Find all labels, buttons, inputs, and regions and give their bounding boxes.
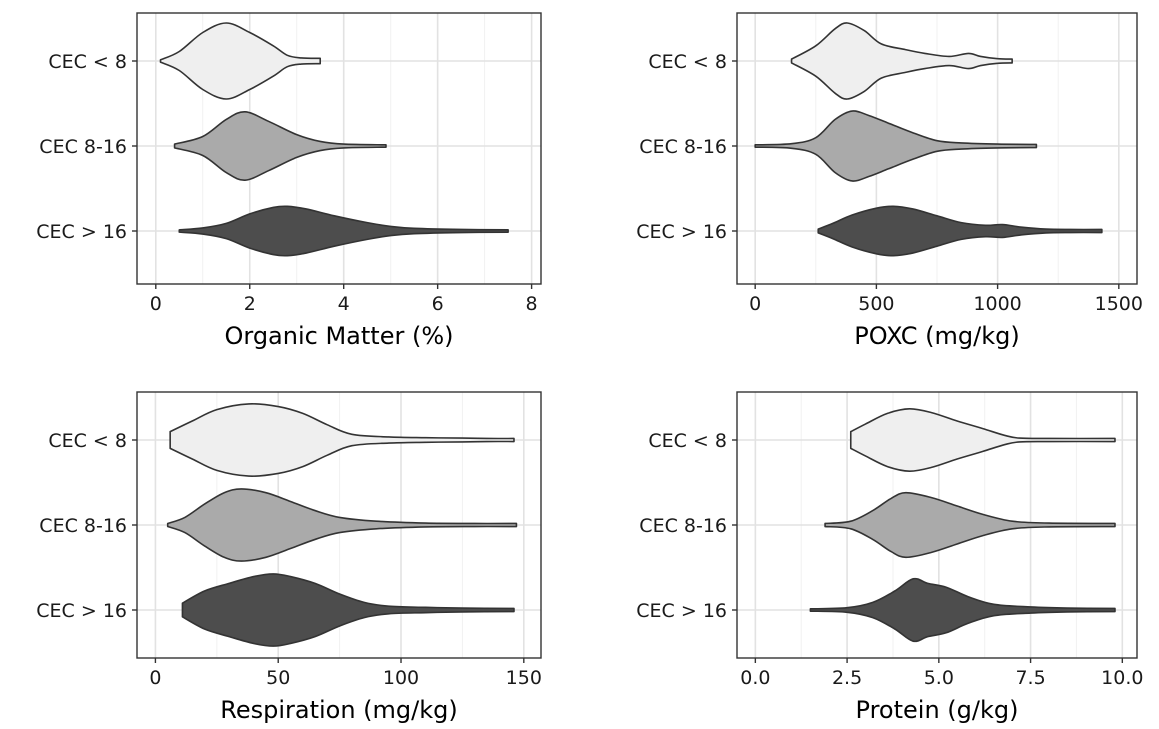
panel-poxc-mg-kg: CEC < 8 CEC 8-16 CEC > 16 0 500 1000 1500 POXC … [636,12,1143,350]
panel-border [136,12,542,285]
panel-respiration-mg-kg: CEC < 8 CEC 8-16 CEC > 16 0 50 100 150 Respirat… [36,391,542,724]
y-tick-label: CEC 8-16 [39,515,127,537]
x-axis-title: POXC (mg/kg) [854,322,1019,350]
violin-cec-8 [169,403,515,477]
violin-cec-16 [178,205,509,257]
y-tick-label: CEC > 16 [636,600,727,622]
y-tick-label: CEC 8-16 [639,136,727,158]
x-tick-label: 2 [244,293,256,315]
x-tick-label: 0.0 [740,667,770,689]
y-tick-label: CEC > 16 [636,221,727,243]
x-tick-label: 0 [749,293,761,315]
x-tick-label: 10.0 [1101,667,1143,689]
panel-border [736,391,1138,659]
panel-border [136,391,542,659]
y-tick-label: CEC > 16 [36,221,127,243]
violin-cec-8 [849,408,1116,472]
violin-cec-8-16 [166,488,518,562]
x-tick-label: 500 [858,293,894,315]
x-tick-label: 5.0 [924,667,954,689]
violin-cec-8 [159,22,322,100]
y-tick-label: CEC 8-16 [639,515,727,537]
x-tick-label: 6 [432,293,444,315]
y-tick-label: CEC > 16 [36,600,127,622]
x-axis-title: Respiration (mg/kg) [220,696,458,724]
x-axis-title: Protein (g/kg) [856,696,1019,724]
violin-cec-16 [817,205,1103,257]
y-tick-label: CEC < 8 [48,51,127,73]
y-tick-label: CEC 8-16 [39,136,127,158]
violin-cec-8 [790,22,1013,100]
violin-cec-8-16 [754,110,1038,182]
panel-organic-matter: CEC < 8 CEC 8-16 CEC > 16 0 2 4 6 8 Organic Matt… [36,12,542,350]
y-tick-label: CEC < 8 [648,51,727,73]
violin-cec-16 [809,577,1116,643]
x-tick-label: 7.5 [1015,667,1045,689]
y-tick-label: CEC < 8 [648,430,727,452]
panel-protein-g-kg: CEC < 8 CEC 8-16 CEC > 16 0.0 2.5 5.0 7.5 10.0 P… [636,391,1143,724]
x-tick-label: 150 [506,667,542,689]
x-tick-label: 1000 [973,293,1021,315]
x-tick-label: 50 [266,667,290,689]
violin-cec-8-16 [173,110,387,182]
y-tick-label: CEC < 8 [48,430,127,452]
x-tick-label: 8 [526,293,538,315]
violin-cec-16 [181,573,515,647]
panel-border [736,12,1138,285]
x-tick-label: 0 [149,667,161,689]
x-tick-label: 100 [383,667,419,689]
x-tick-label: 1500 [1095,293,1143,315]
x-tick-label: 4 [338,293,350,315]
x-tick-label: 2.5 [832,667,862,689]
x-tick-label: 0 [150,293,162,315]
violin-cec-8-16 [824,491,1116,559]
x-axis-title: Organic Matter (%) [224,322,453,350]
